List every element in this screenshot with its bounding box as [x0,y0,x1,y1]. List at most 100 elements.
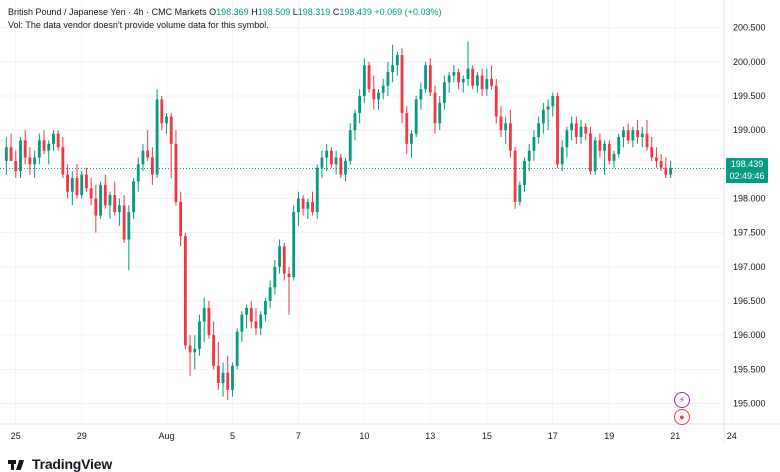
candle-down[interactable] [28,147,32,175]
candle-up[interactable] [617,133,621,158]
candle-down[interactable] [160,96,164,131]
candle-down[interactable] [471,65,475,90]
candle-down[interactable] [169,113,173,178]
candle-down[interactable] [607,140,611,165]
candle-up[interactable] [377,89,380,110]
candle-down[interactable] [372,75,376,110]
candle-up[interactable] [268,280,272,308]
candle-up[interactable] [631,126,635,148]
candle-up[interactable] [231,362,234,397]
candle-up[interactable] [560,140,564,172]
candle-up[interactable] [19,137,22,178]
candle-up[interactable] [117,198,121,226]
candle-up[interactable] [532,130,536,161]
candle-up[interactable] [603,140,607,175]
candle-up[interactable] [579,119,583,144]
candle-up[interactable] [259,311,263,336]
candle-down[interactable] [645,119,649,151]
candle-up[interactable] [640,126,644,148]
candle-down[interactable] [89,178,93,206]
candle-up[interactable] [551,92,555,117]
candle-down[interactable] [212,321,216,370]
candle-down[interactable] [574,116,578,144]
candle-down[interactable] [598,133,602,158]
candle-up[interactable] [47,140,51,165]
candle-up[interactable] [240,311,244,342]
candle-down[interactable] [103,174,107,209]
price-axis[interactable]: 200.500200.000199.500199.000198.500198.0… [733,23,766,409]
candle-down[interactable] [636,119,639,144]
candle-up[interactable] [358,89,362,124]
candle-down[interactable] [56,130,60,151]
candle-up[interactable] [193,335,197,370]
candle-up[interactable] [292,205,296,281]
candle-up[interactable] [344,157,347,182]
candle-down[interactable] [42,130,46,155]
candle-up[interactable] [475,72,479,93]
candle-up[interactable] [447,72,451,93]
candle-up[interactable] [108,191,112,219]
candle-down[interactable] [584,123,588,141]
candle-up[interactable] [165,113,168,134]
candle-down[interactable] [329,147,333,168]
candle-up[interactable] [414,96,418,137]
candle-up[interactable] [245,304,249,329]
candle-down[interactable] [650,137,654,161]
candle-up[interactable] [466,41,470,86]
candle-down[interactable] [179,191,183,247]
record-icon[interactable]: ● [674,409,690,425]
candle-down[interactable] [85,167,88,192]
candle-down[interactable] [174,130,178,206]
candle-up[interactable] [141,143,145,172]
candle-up[interactable] [669,160,672,178]
candle-down[interactable] [146,130,150,161]
candle-down[interactable] [513,147,517,209]
candle-up[interactable] [438,96,442,131]
candle-up[interactable] [461,75,465,93]
candle-down[interactable] [428,58,432,96]
candle-up[interactable] [37,133,41,165]
candle-down[interactable] [433,85,437,134]
candle-down[interactable] [301,195,305,216]
candle-up[interactable] [410,130,413,158]
candle-up[interactable] [198,314,201,356]
candle-down[interactable] [216,342,220,390]
candle-up[interactable] [391,44,395,83]
candle-up[interactable] [4,137,8,175]
candle-up[interactable] [593,137,597,175]
candle-up[interactable] [353,109,357,141]
candle-up[interactable] [273,260,277,295]
candle-up[interactable] [565,126,569,158]
candle-up[interactable] [306,198,310,220]
candle-down[interactable] [188,335,192,377]
candle-up[interactable] [541,102,545,134]
candle-down[interactable] [150,147,154,185]
candle-up[interactable] [70,171,74,206]
candle-down[interactable] [23,130,27,165]
candle-down[interactable] [94,184,98,233]
candle-down[interactable] [287,266,291,315]
candle-up[interactable] [381,78,385,100]
candle-up[interactable] [202,297,206,342]
candle-down[interactable] [226,355,230,401]
candle-down[interactable] [400,48,404,124]
candle-down[interactable] [113,181,117,216]
candle-up[interactable] [127,205,131,271]
candle-up[interactable] [537,116,541,144]
candle-up[interactable] [504,116,508,144]
candle-up[interactable] [424,61,428,93]
symbol-title[interactable]: British Pound / Japanese Yen · 4h · CMC … [8,7,207,17]
candle-down[interactable] [122,195,126,243]
candle-up[interactable] [419,82,423,110]
candle-up[interactable] [221,362,225,397]
candle-down[interactable] [282,242,286,281]
candle-up[interactable] [136,157,140,192]
candle-up[interactable] [334,150,338,175]
candle-up[interactable] [264,297,267,322]
candle-down[interactable] [508,109,512,158]
candle-up[interactable] [33,150,37,178]
time-axis[interactable]: 2529Aug571013151719212427Sep [11,431,780,441]
candle-down[interactable] [664,157,668,179]
candle-down[interactable] [499,106,503,137]
